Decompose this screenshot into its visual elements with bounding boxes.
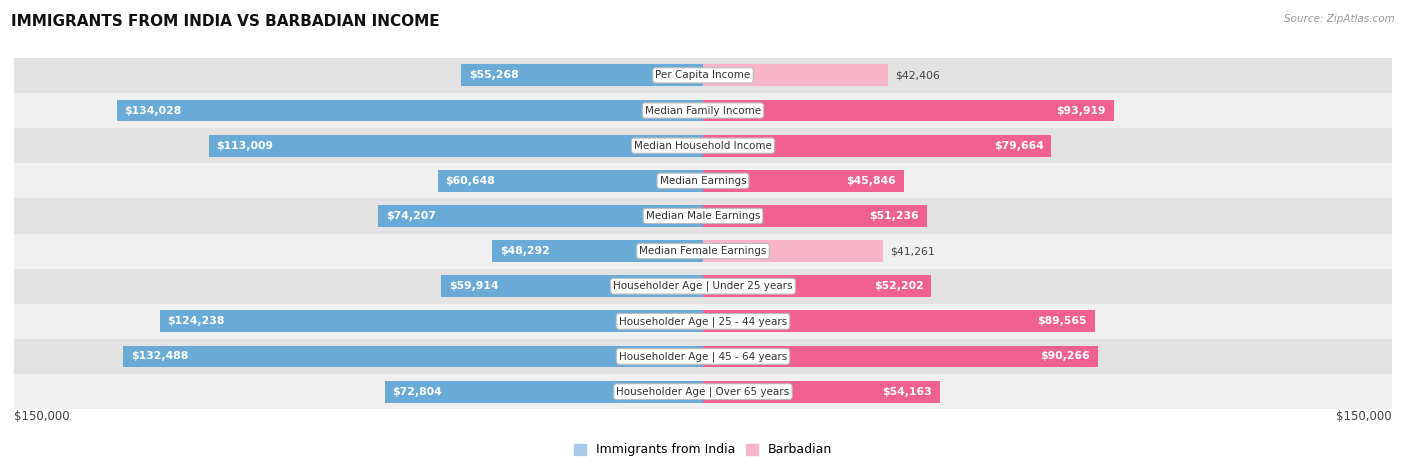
Text: $72,804: $72,804 bbox=[392, 387, 441, 396]
Bar bbox=[14, 234, 1392, 269]
Bar bbox=[14, 58, 1392, 93]
Text: Median Male Earnings: Median Male Earnings bbox=[645, 211, 761, 221]
Bar bbox=[703, 99, 1114, 121]
Bar bbox=[703, 170, 904, 191]
Text: $150,000: $150,000 bbox=[14, 410, 70, 423]
Bar bbox=[14, 339, 1392, 374]
Bar bbox=[703, 240, 883, 262]
Bar bbox=[14, 128, 1392, 163]
Text: $132,488: $132,488 bbox=[131, 352, 188, 361]
Bar bbox=[703, 381, 941, 403]
Text: Median Family Income: Median Family Income bbox=[645, 106, 761, 115]
Bar bbox=[384, 381, 703, 403]
Text: $79,664: $79,664 bbox=[994, 141, 1043, 151]
Text: $150,000: $150,000 bbox=[1336, 410, 1392, 423]
Legend: Immigrants from India, Barbadian: Immigrants from India, Barbadian bbox=[568, 439, 838, 461]
Bar bbox=[159, 311, 703, 332]
Text: Median Earnings: Median Earnings bbox=[659, 176, 747, 186]
Bar bbox=[14, 163, 1392, 198]
Bar bbox=[461, 64, 703, 86]
Bar bbox=[378, 205, 703, 227]
Text: $90,266: $90,266 bbox=[1040, 352, 1090, 361]
Text: IMMIGRANTS FROM INDIA VS BARBADIAN INCOME: IMMIGRANTS FROM INDIA VS BARBADIAN INCOM… bbox=[11, 14, 440, 29]
Text: $89,565: $89,565 bbox=[1038, 316, 1087, 326]
Bar bbox=[441, 276, 703, 297]
Bar bbox=[117, 99, 703, 121]
Bar bbox=[703, 64, 889, 86]
Text: Median Household Income: Median Household Income bbox=[634, 141, 772, 151]
Text: Per Capita Income: Per Capita Income bbox=[655, 71, 751, 80]
Bar bbox=[703, 276, 931, 297]
Bar bbox=[14, 198, 1392, 234]
Bar bbox=[703, 346, 1098, 368]
Text: $124,238: $124,238 bbox=[167, 316, 225, 326]
Bar bbox=[703, 311, 1095, 332]
Text: $93,919: $93,919 bbox=[1056, 106, 1107, 115]
Text: $54,163: $54,163 bbox=[883, 387, 932, 396]
Bar bbox=[14, 304, 1392, 339]
Text: Median Female Earnings: Median Female Earnings bbox=[640, 246, 766, 256]
Bar bbox=[437, 170, 703, 191]
Text: $55,268: $55,268 bbox=[470, 71, 519, 80]
Text: $51,236: $51,236 bbox=[869, 211, 920, 221]
Text: $60,648: $60,648 bbox=[446, 176, 495, 186]
Text: $134,028: $134,028 bbox=[125, 106, 181, 115]
Bar bbox=[14, 374, 1392, 409]
Text: $45,846: $45,846 bbox=[846, 176, 896, 186]
Text: Householder Age | 45 - 64 years: Householder Age | 45 - 64 years bbox=[619, 351, 787, 362]
Bar bbox=[124, 346, 703, 368]
Text: Source: ZipAtlas.com: Source: ZipAtlas.com bbox=[1284, 14, 1395, 24]
Text: Householder Age | Under 25 years: Householder Age | Under 25 years bbox=[613, 281, 793, 291]
Text: $48,292: $48,292 bbox=[499, 246, 550, 256]
Bar bbox=[14, 93, 1392, 128]
Text: $74,207: $74,207 bbox=[387, 211, 436, 221]
Text: $59,914: $59,914 bbox=[449, 281, 498, 291]
Text: $113,009: $113,009 bbox=[217, 141, 274, 151]
Bar bbox=[14, 269, 1392, 304]
Text: $41,261: $41,261 bbox=[890, 246, 935, 256]
Bar bbox=[703, 135, 1052, 156]
Text: $42,406: $42,406 bbox=[896, 71, 941, 80]
Text: $52,202: $52,202 bbox=[873, 281, 924, 291]
Text: Householder Age | Over 65 years: Householder Age | Over 65 years bbox=[616, 386, 790, 397]
Bar bbox=[703, 205, 927, 227]
Bar bbox=[208, 135, 703, 156]
Text: Householder Age | 25 - 44 years: Householder Age | 25 - 44 years bbox=[619, 316, 787, 326]
Bar bbox=[492, 240, 703, 262]
